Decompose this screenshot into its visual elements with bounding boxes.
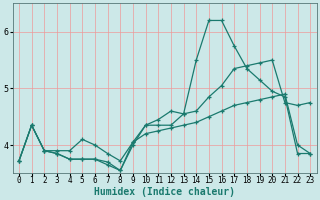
X-axis label: Humidex (Indice chaleur): Humidex (Indice chaleur) — [94, 186, 235, 197]
